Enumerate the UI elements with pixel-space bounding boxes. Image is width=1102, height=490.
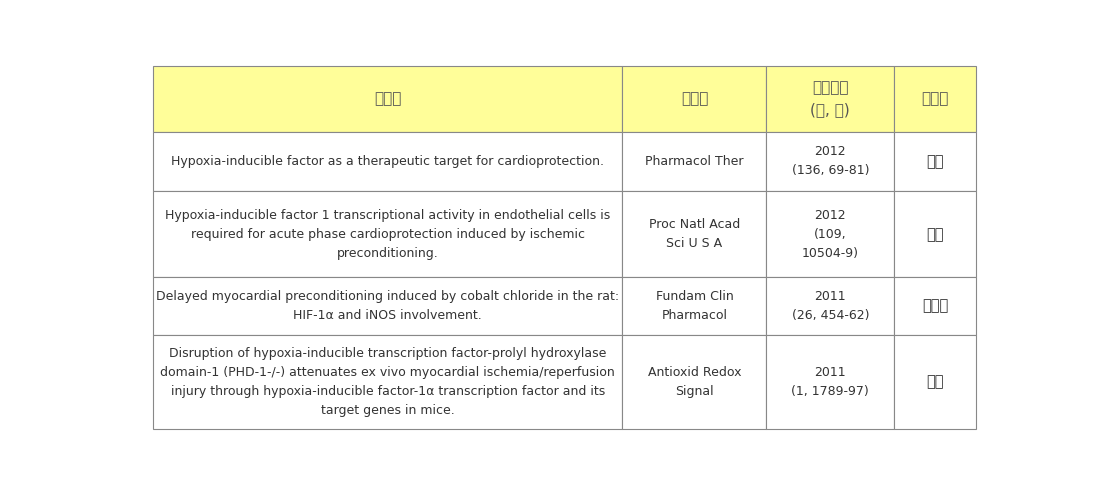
Bar [767,132,894,191]
Text: 2012
(136, 69-81): 2012 (136, 69-81) [791,146,869,177]
Bar [767,335,894,429]
Bar [767,277,894,335]
Bar [153,277,623,335]
Text: Antioxid Redox
Signal: Antioxid Redox Signal [648,366,742,398]
Text: 2011
(26, 454-62): 2011 (26, 454-62) [791,290,869,322]
Bar [623,277,767,335]
Text: 2011
(1, 1789-97): 2011 (1, 1789-97) [791,366,869,398]
Text: 2012
(109,
10504-9): 2012 (109, 10504-9) [802,209,858,260]
Text: Proc Natl Acad
Sci U S A: Proc Natl Acad Sci U S A [649,218,741,250]
Bar [767,66,894,132]
Bar [894,132,976,191]
Text: Hypoxia-inducible factor 1 transcriptional activity in endothelial cells is
requ: Hypoxia-inducible factor 1 transcription… [165,209,611,260]
Bar [894,66,976,132]
Text: 미국: 미국 [927,374,944,390]
Text: 영국: 영국 [927,154,944,169]
Bar [153,132,623,191]
Text: Fundam Clin
Pharmacol: Fundam Clin Pharmacol [656,290,733,322]
Bar [767,191,894,277]
Text: 프랑스: 프랑스 [922,298,949,314]
Text: Disruption of hypoxia-inducible transcription factor-prolyl hydroxylase
domain-1: Disruption of hypoxia-inducible transcri… [161,347,615,417]
Bar [623,191,767,277]
Bar [623,335,767,429]
Bar [894,191,976,277]
Bar [623,132,767,191]
Text: 미국: 미국 [927,227,944,242]
Text: Pharmacol Ther: Pharmacol Ther [645,155,744,168]
Bar [894,335,976,429]
Text: 논문명: 논문명 [374,91,401,106]
Bar [894,277,976,335]
Bar [623,66,767,132]
Bar [153,335,623,429]
Text: 게재연도
(권, 쪽): 게재연도 (권, 쪽) [810,80,850,117]
Text: 게재지: 게재지 [681,91,709,106]
Bar [153,191,623,277]
Text: Hypoxia-inducible factor as a therapeutic target for cardioprotection.: Hypoxia-inducible factor as a therapeuti… [171,155,604,168]
Text: Delayed myocardial preconditioning induced by cobalt chloride in the rat:
HIF-1α: Delayed myocardial preconditioning induc… [156,290,619,322]
Text: 연구팀: 연구팀 [921,91,949,106]
Bar [153,66,623,132]
